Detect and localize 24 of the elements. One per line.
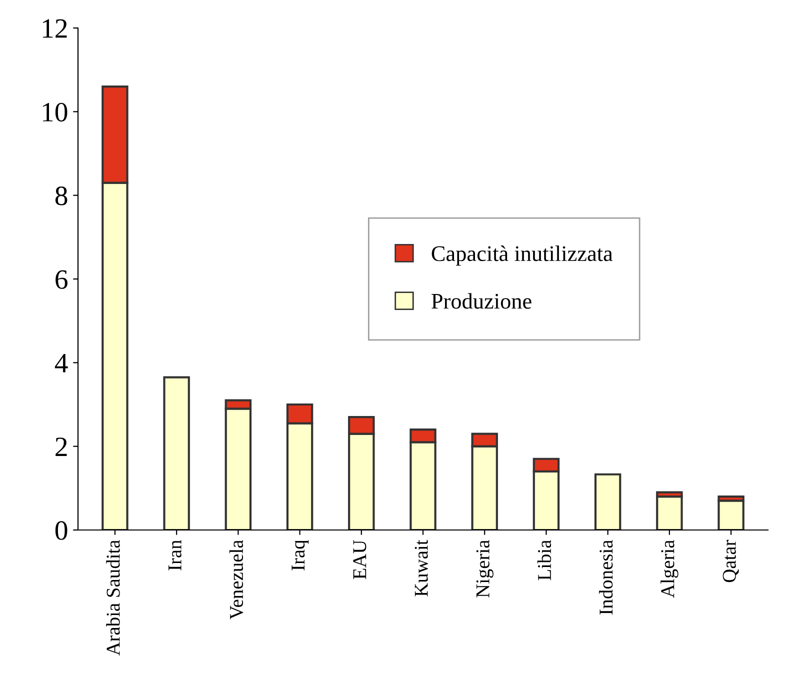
y-tick-label: 2 [56,438,67,456]
legend-label: Capacità inutilizzata [432,245,613,266]
x-tick-label: Kuwait [414,540,428,596]
x-tick-label: Iran [168,540,182,570]
x-tick-label: Arabia Saudita [106,540,120,656]
bar [163,376,190,530]
bar [656,495,683,530]
y-tick-label: 0 [55,521,68,540]
x-tick-label: EAU [353,540,366,580]
x-tick-label: Venezuela [229,540,244,620]
x-tick-label: Libia [537,540,552,580]
x-tick-label: Nigeria [476,540,494,598]
y-tick-label: 10 [42,102,68,122]
y-tick-label: 4 [54,354,68,372]
y-tick-label: 6 [56,270,68,289]
legend-label: Produzione [432,293,532,309]
x-tick-label: Iraq [292,540,309,570]
bar [718,500,744,530]
y-tick-label: 12 [42,19,67,38]
x-tick-label: Qatar [722,540,739,582]
bar [594,473,622,530]
y-tick-label: 8 [55,186,68,206]
x-tick-label: Indonesia [599,540,613,615]
x-tick-label: Algeria [660,540,678,598]
